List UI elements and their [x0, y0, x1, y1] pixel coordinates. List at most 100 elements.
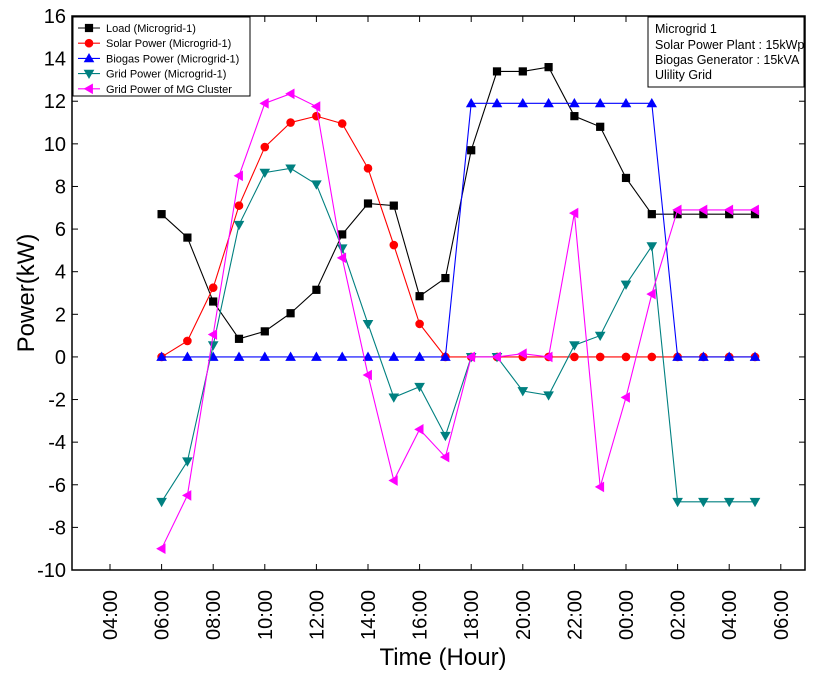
series-5 [156, 88, 759, 555]
data-point [439, 451, 450, 463]
x-tick-label: 06:00 [152, 590, 174, 640]
data-point [388, 475, 398, 486]
data-point [467, 146, 476, 155]
data-point [491, 351, 501, 363]
info-line-4: Ulility Grid [655, 68, 712, 82]
y-tick-label: -8 [48, 517, 66, 539]
data-point [492, 67, 502, 76]
data-point [362, 351, 374, 361]
data-point [285, 88, 295, 100]
data-point [749, 497, 761, 508]
legend-marker [83, 52, 95, 63]
info-line-3: Biogas Generator : 15kVA [655, 53, 800, 67]
data-point [569, 341, 580, 351]
data-point [646, 97, 658, 108]
x-tick-label: 10:00 [255, 590, 277, 640]
data-point [594, 481, 605, 493]
data-point [646, 288, 656, 300]
data-point [672, 204, 682, 216]
legend-marker [84, 38, 94, 48]
data-point [208, 283, 218, 292]
data-point [259, 168, 271, 179]
legend-entry: Grid Power of MG Cluster [78, 83, 232, 96]
legend-marker [83, 69, 95, 80]
data-point [595, 352, 605, 362]
data-point [312, 285, 321, 294]
y-tick-label: 0 [55, 347, 66, 369]
data-point [209, 297, 218, 306]
data-point [647, 352, 657, 362]
data-point [260, 142, 270, 152]
x-axis-title: Time (Hour) [379, 644, 506, 671]
data-point [157, 210, 166, 219]
info-box-frame [647, 16, 805, 88]
series-4 [156, 164, 761, 508]
data-point [723, 497, 735, 508]
data-point [156, 543, 166, 555]
data-point [311, 180, 322, 190]
x-tick-label: 16:00 [410, 590, 432, 640]
x-tick-label: 20:00 [513, 590, 535, 640]
data-point [259, 351, 271, 361]
y-tick-label: 4 [55, 262, 66, 284]
data-point [182, 457, 193, 467]
data-point [749, 351, 761, 361]
data-point [569, 97, 580, 108]
x-tick-label: 06:00 [771, 590, 793, 640]
x-tick-label: 22:00 [564, 590, 586, 640]
data-point [465, 351, 476, 363]
legend-entry: Solar Power (Microgrid-1) [78, 38, 231, 50]
series-1 [157, 63, 760, 343]
data-point [234, 201, 244, 210]
data-point [672, 497, 683, 508]
data-point [698, 497, 709, 508]
data-point [570, 112, 579, 121]
y-tick-label: -10 [37, 560, 66, 582]
data-point [440, 431, 451, 442]
data-point [698, 351, 709, 361]
data-point [259, 98, 269, 109]
data-point [594, 331, 606, 342]
x-tick-label: 12:00 [306, 590, 328, 640]
data-point [568, 207, 579, 219]
y-tick-label: -6 [48, 475, 66, 497]
x-axis-ticks: 04:00 06:00 08:00 10:00 12:00 14:00 16:00 18:00… [100, 16, 793, 640]
data-point [440, 351, 451, 361]
legend-box [72, 16, 251, 97]
data-point [749, 204, 759, 216]
plot-frame [71, 15, 806, 571]
data-point [543, 391, 554, 401]
data-point [697, 204, 708, 216]
x-tick-label: 08:00 [203, 590, 225, 640]
series-line [161, 93, 755, 549]
data-point [389, 201, 398, 210]
data-point [182, 351, 193, 361]
data-point [543, 351, 553, 363]
data-point [337, 119, 347, 128]
data-point [233, 220, 245, 231]
series-line [161, 167, 755, 503]
data-point [207, 329, 218, 340]
data-point [156, 497, 167, 508]
data-point [621, 352, 631, 362]
data-point [338, 230, 347, 239]
data-point [518, 67, 527, 76]
data-point [647, 210, 656, 219]
data-point [621, 173, 631, 183]
data-point [517, 387, 529, 397]
data-point [620, 392, 630, 403]
info-line-1: Microgrid 1 [655, 22, 717, 36]
x-tick-label: 02:00 [668, 590, 690, 640]
data-point [285, 164, 296, 174]
data-point [646, 242, 658, 252]
data-point [723, 351, 735, 361]
data-point [723, 204, 734, 216]
x-tick-label: 14:00 [358, 590, 380, 640]
legend-label: Grid Power (Microgrid-1) [106, 69, 226, 81]
data-point [415, 292, 424, 301]
y-tick-label: 16 [44, 6, 66, 28]
data-point [362, 369, 372, 381]
data-point [543, 97, 554, 108]
data-point [311, 351, 322, 361]
